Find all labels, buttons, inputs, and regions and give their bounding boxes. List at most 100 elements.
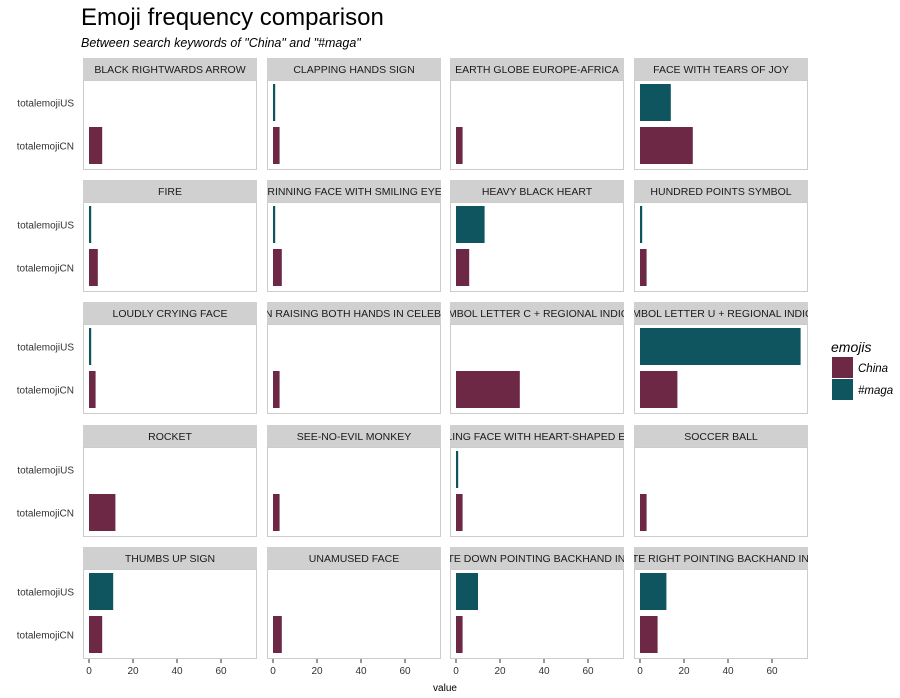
facet-panel	[267, 569, 441, 659]
facet-panel	[267, 447, 441, 537]
facet-panel	[267, 324, 441, 414]
bar-maga	[89, 328, 92, 365]
bar-china	[640, 371, 678, 408]
facet-strip	[634, 302, 808, 324]
facet-panel	[634, 202, 808, 292]
x-tick-label: 20	[494, 666, 506, 677]
facet-label: CLAPPING HANDS SIGN	[293, 64, 414, 76]
legend-label: #maga	[858, 385, 893, 397]
bar-china	[456, 127, 463, 164]
legend-swatch	[832, 379, 853, 400]
facet-panel	[634, 447, 808, 537]
bar-china	[89, 371, 96, 408]
chart-title: Emoji frequency comparison	[81, 4, 384, 31]
facet-strip	[83, 180, 257, 202]
bar-china	[456, 371, 520, 408]
facet-strip	[83, 58, 257, 80]
facet-label: THUMBS UP SIGN	[125, 553, 215, 565]
legend-label: China	[858, 363, 888, 375]
facet-strip	[267, 302, 441, 324]
bar-china	[640, 127, 693, 164]
facet-label: SOCCER BALL	[684, 431, 758, 443]
facet-strip	[267, 58, 441, 80]
y-tick-label: totalemojiCN	[17, 631, 74, 642]
legend-swatch	[832, 357, 853, 378]
facet-strip	[267, 180, 441, 202]
x-tick-label: 40	[538, 666, 550, 677]
bar-china	[89, 494, 116, 531]
facet-label: HEAVY BLACK HEART	[482, 186, 593, 198]
bar-china	[640, 249, 647, 286]
x-tick-label: 20	[678, 666, 690, 677]
facet-label: EARTH GLOBE EUROPE-AFRICA	[455, 64, 619, 76]
x-axis-title: value	[433, 683, 457, 694]
facet-strip	[634, 180, 808, 202]
bar-maga	[640, 206, 643, 243]
facet-panel	[267, 202, 441, 292]
facet-strip	[450, 547, 624, 569]
facet-label: LOUDLY CRYING FACE	[113, 308, 228, 320]
bar-china	[456, 616, 463, 653]
facet-strip	[634, 58, 808, 80]
bar-china	[273, 371, 280, 408]
facet-strip	[450, 302, 624, 324]
facet-panel	[450, 569, 624, 659]
y-tick-label: totalemojiCN	[17, 386, 74, 397]
facet-label: GRINNING FACE WITH SMILING EYES	[259, 186, 449, 198]
x-tick-label: 0	[270, 666, 276, 677]
facet-label: SMILING FACE WITH HEART-SHAPED EYES	[428, 431, 647, 443]
y-tick-label: totalemojiCN	[17, 142, 74, 153]
x-tick-label: 20	[311, 666, 323, 677]
facet-strip	[83, 547, 257, 569]
bar-maga	[640, 84, 671, 121]
x-tick-label: 60	[766, 666, 778, 677]
x-tick-label: 0	[453, 666, 459, 677]
facet-panel	[450, 80, 624, 170]
x-tick-label: 40	[355, 666, 367, 677]
facet-panel	[450, 447, 624, 537]
y-tick-label: totalemojiCN	[17, 264, 74, 275]
x-tick-label: 40	[171, 666, 183, 677]
x-tick-label: 60	[215, 666, 227, 677]
legend-title: emojis	[831, 339, 871, 355]
bar-china	[89, 616, 103, 653]
bar-china	[273, 616, 282, 653]
facet-strip	[634, 425, 808, 447]
bar-china	[89, 127, 103, 164]
facet-strip	[83, 425, 257, 447]
facet-label: FIRE	[158, 186, 182, 198]
bar-china	[640, 616, 658, 653]
facet-label: FACE WITH TEARS OF JOY	[653, 64, 789, 76]
bar-maga	[89, 573, 114, 610]
bar-china	[273, 494, 280, 531]
bar-china	[273, 127, 280, 164]
facet-label: WHITE RIGHT POINTING BACKHAND INDEX	[611, 553, 830, 565]
bar-maga	[640, 328, 801, 365]
facet-strip	[450, 425, 624, 447]
facet-panel	[83, 80, 257, 170]
facet-panel	[267, 80, 441, 170]
facet-label: REGIONAL INDICATOR SYMBOL LETTER U + REG…	[502, 308, 900, 320]
bar-maga	[273, 84, 276, 121]
facet-strip	[634, 547, 808, 569]
facet-strip	[450, 180, 624, 202]
bar-maga	[273, 206, 276, 243]
y-tick-label: totalemojiUS	[17, 221, 74, 232]
bar-china	[640, 494, 647, 531]
facet-strip	[83, 302, 257, 324]
x-tick-label: 0	[86, 666, 92, 677]
bar-china	[456, 249, 470, 286]
bar-china	[456, 494, 463, 531]
facet-label: SEE-NO-EVIL MONKEY	[297, 431, 412, 443]
bar-maga	[456, 573, 478, 610]
bar-maga	[456, 451, 459, 488]
facet-strip	[450, 58, 624, 80]
bar-china	[89, 249, 98, 286]
bar-maga	[456, 206, 485, 243]
facet-panel	[83, 324, 257, 414]
facet-strip	[267, 547, 441, 569]
x-tick-label: 60	[399, 666, 411, 677]
x-tick-label: 40	[722, 666, 734, 677]
facet-panel	[83, 202, 257, 292]
